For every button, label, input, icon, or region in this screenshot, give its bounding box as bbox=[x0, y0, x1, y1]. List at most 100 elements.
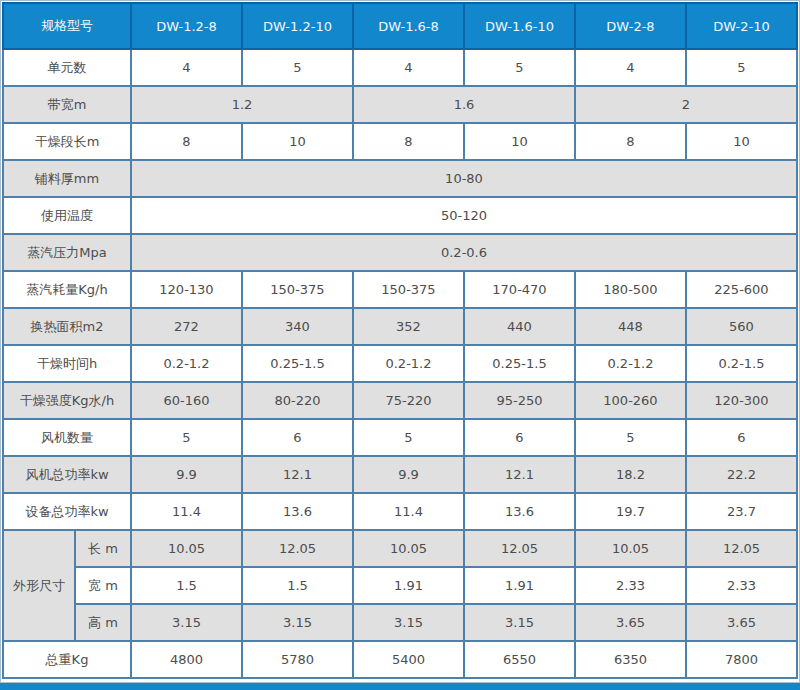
row-operating-temperature: 使用温度 50-120 bbox=[3, 197, 797, 234]
spec-cell: 1.2 bbox=[131, 86, 353, 123]
row-total-weight: 总重Kg 4800 5780 5400 6550 6350 7800 bbox=[3, 641, 797, 678]
row-unit-count: 单元数 4 5 4 5 4 5 bbox=[3, 49, 797, 86]
row-steam-pressure: 蒸汽压力Mpa 0.2-0.6 bbox=[3, 234, 797, 271]
spec-cell: 80-220 bbox=[242, 382, 353, 419]
spec-cell: 4800 bbox=[131, 641, 242, 678]
spec-cell: 272 bbox=[131, 308, 242, 345]
spec-cell: 352 bbox=[353, 308, 464, 345]
spec-cell: 12.05 bbox=[464, 530, 575, 567]
row-dimension-height: 高 m 3.15 3.15 3.15 3.15 3.65 3.65 bbox=[3, 604, 797, 641]
row-drying-intensity: 干燥强度Kg水/h 60-160 80-220 75-220 95-250 10… bbox=[3, 382, 797, 419]
spec-cell: 3.65 bbox=[575, 604, 686, 641]
spec-cell: 23.7 bbox=[686, 493, 797, 530]
spec-cell: 120-130 bbox=[131, 271, 242, 308]
spec-cell: 5 bbox=[131, 419, 242, 456]
spec-cell: 9.9 bbox=[131, 456, 242, 493]
spec-cell: 4 bbox=[575, 49, 686, 86]
spec-cell: 6 bbox=[242, 419, 353, 456]
spec-cell: 3.15 bbox=[131, 604, 242, 641]
row-label-equipment-total-power: 设备总功率kw bbox=[3, 493, 131, 530]
row-fan-total-power: 风机总功率kw 9.9 12.1 9.9 12.1 18.2 22.2 bbox=[3, 456, 797, 493]
spec-cell: 2.33 bbox=[686, 567, 797, 604]
spec-cell: 1.5 bbox=[242, 567, 353, 604]
spec-cell: 340 bbox=[242, 308, 353, 345]
spec-cell: 6 bbox=[464, 419, 575, 456]
model-header: DW-1.2-10 bbox=[242, 3, 353, 49]
spec-cell: 8 bbox=[131, 123, 242, 160]
row-heat-exchange-area: 换热面积m2 272 340 352 440 448 560 bbox=[3, 308, 797, 345]
model-header: DW-2-10 bbox=[686, 3, 797, 49]
row-equipment-total-power: 设备总功率kw 11.4 13.6 11.4 13.6 19.7 23.7 bbox=[3, 493, 797, 530]
row-label-unit-count: 单元数 bbox=[3, 49, 131, 86]
spec-cell: 5400 bbox=[353, 641, 464, 678]
spec-cell: 560 bbox=[686, 308, 797, 345]
header-row: 规格型号 DW-1.2-8 DW-1.2-10 DW-1.6-8 DW-1.6-… bbox=[3, 3, 797, 49]
row-drying-section-length: 干燥段长m 8 10 8 10 8 10 bbox=[3, 123, 797, 160]
spec-cell: 7800 bbox=[686, 641, 797, 678]
row-label-belt-width: 带宽m bbox=[3, 86, 131, 123]
row-label-material-thickness: 铺料厚mm bbox=[3, 160, 131, 197]
row-drying-time: 干燥时间h 0.2-1.2 0.25-1.5 0.2-1.2 0.25-1.5 … bbox=[3, 345, 797, 382]
spec-cell: 13.6 bbox=[464, 493, 575, 530]
row-label-steam-pressure: 蒸汽压力Mpa bbox=[3, 234, 131, 271]
row-label-drying-time: 干燥时间h bbox=[3, 345, 131, 382]
spec-cell: 1.91 bbox=[353, 567, 464, 604]
spec-cell: 5 bbox=[464, 49, 575, 86]
spec-cell: 170-470 bbox=[464, 271, 575, 308]
spec-cell: 5780 bbox=[242, 641, 353, 678]
spec-cell: 4 bbox=[131, 49, 242, 86]
spec-cell: 0.2-0.6 bbox=[131, 234, 797, 271]
row-label-dimension-length: 长 m bbox=[75, 530, 131, 567]
spec-cell: 5 bbox=[686, 49, 797, 86]
spec-cell: 75-220 bbox=[353, 382, 464, 419]
spec-cell: 10 bbox=[242, 123, 353, 160]
spec-cell: 448 bbox=[575, 308, 686, 345]
row-label-dimension-height: 高 m bbox=[75, 604, 131, 641]
spec-cell: 150-375 bbox=[242, 271, 353, 308]
spec-cell: 10 bbox=[686, 123, 797, 160]
spec-cell: 12.1 bbox=[464, 456, 575, 493]
spec-cell: 5 bbox=[242, 49, 353, 86]
spec-cell: 12.05 bbox=[242, 530, 353, 567]
spec-cell: 0.2-1.2 bbox=[131, 345, 242, 382]
spec-cell: 0.25-1.5 bbox=[464, 345, 575, 382]
row-fan-count: 风机数量 5 6 5 6 5 6 bbox=[3, 419, 797, 456]
spec-cell: 0.2-1.5 bbox=[686, 345, 797, 382]
bottom-accent-bar bbox=[0, 683, 800, 690]
spec-cell: 10.05 bbox=[353, 530, 464, 567]
row-label-drying-section-length: 干燥段长m bbox=[3, 123, 131, 160]
spec-cell: 10.05 bbox=[575, 530, 686, 567]
spec-cell: 1.6 bbox=[353, 86, 575, 123]
spec-cell: 120-300 bbox=[686, 382, 797, 419]
spec-cell: 2 bbox=[575, 86, 797, 123]
row-material-thickness: 铺料厚mm 10-80 bbox=[3, 160, 797, 197]
spec-cell: 6 bbox=[686, 419, 797, 456]
row-steam-consumption: 蒸汽耗量Kg/h 120-130 150-375 150-375 170-470… bbox=[3, 271, 797, 308]
spec-table: 规格型号 DW-1.2-8 DW-1.2-10 DW-1.6-8 DW-1.6-… bbox=[2, 2, 798, 679]
spec-cell: 9.9 bbox=[353, 456, 464, 493]
spec-cell: 18.2 bbox=[575, 456, 686, 493]
spec-cell: 10 bbox=[464, 123, 575, 160]
spec-cell: 50-120 bbox=[131, 197, 797, 234]
row-label-fan-total-power: 风机总功率kw bbox=[3, 456, 131, 493]
spec-cell: 22.2 bbox=[686, 456, 797, 493]
spec-cell: 60-160 bbox=[131, 382, 242, 419]
spec-cell: 100-260 bbox=[575, 382, 686, 419]
row-dimension-width: 宽 m 1.5 1.5 1.91 1.91 2.33 2.33 bbox=[3, 567, 797, 604]
spec-cell: 1.91 bbox=[464, 567, 575, 604]
row-label-fan-count: 风机数量 bbox=[3, 419, 131, 456]
model-header: DW-1.6-10 bbox=[464, 3, 575, 49]
spec-cell: 150-375 bbox=[353, 271, 464, 308]
spec-cell: 6350 bbox=[575, 641, 686, 678]
spec-cell: 0.25-1.5 bbox=[242, 345, 353, 382]
spec-cell: 13.6 bbox=[242, 493, 353, 530]
spec-cell: 12.05 bbox=[686, 530, 797, 567]
row-label-dimension-width: 宽 m bbox=[75, 567, 131, 604]
spec-sheet-page: 规格型号 DW-1.2-8 DW-1.2-10 DW-1.6-8 DW-1.6-… bbox=[0, 0, 800, 690]
row-label-steam-consumption: 蒸汽耗量Kg/h bbox=[3, 271, 131, 308]
row-label-heat-exchange-area: 换热面积m2 bbox=[3, 308, 131, 345]
spec-cell: 8 bbox=[353, 123, 464, 160]
row-label-dimensions-group: 外形尺寸 bbox=[3, 530, 75, 641]
model-header: DW-2-8 bbox=[575, 3, 686, 49]
spec-cell: 4 bbox=[353, 49, 464, 86]
